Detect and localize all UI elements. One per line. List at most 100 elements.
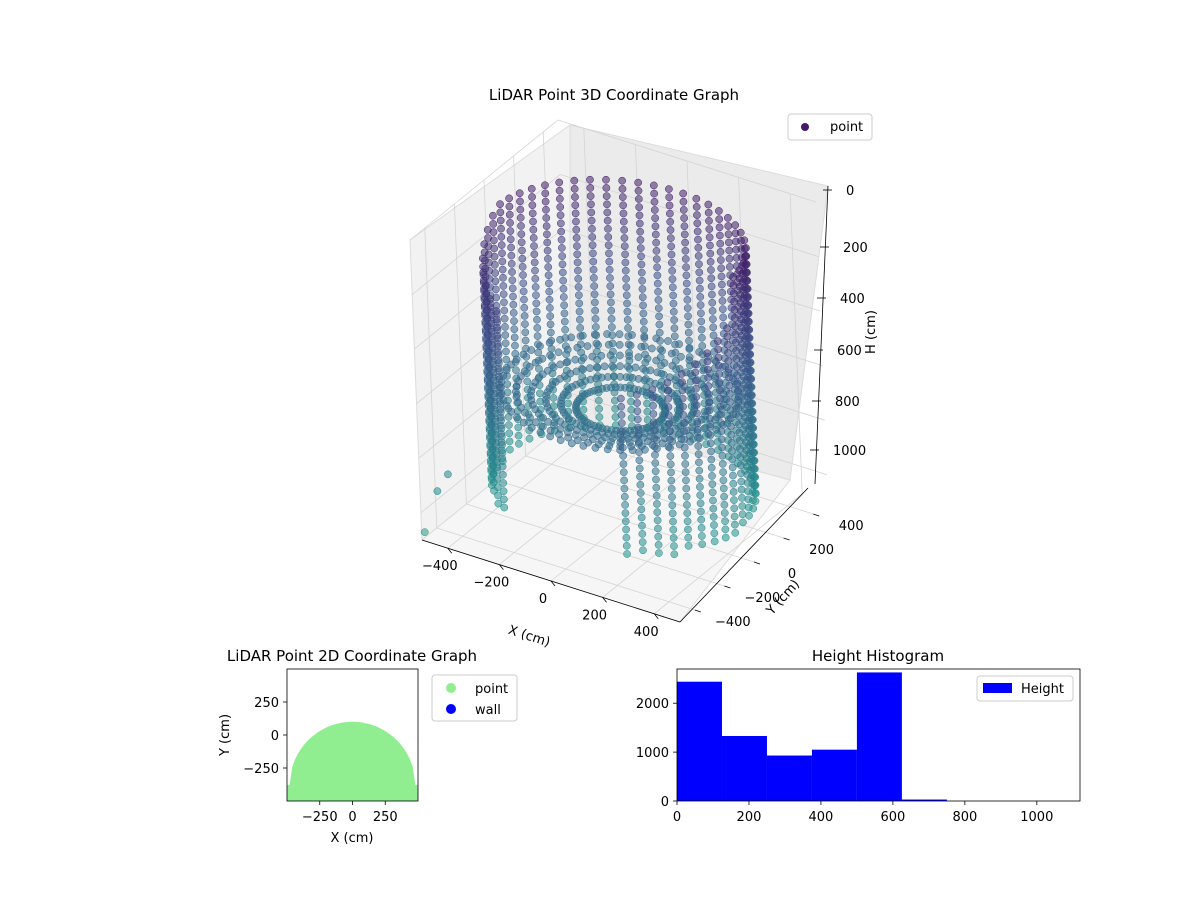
grid-line [409,119,559,241]
data-point [716,248,725,256]
grid-line [789,193,803,494]
data-point [600,362,609,371]
data-point [525,434,534,443]
data-point [654,287,662,296]
data-point [743,470,752,479]
data-point [716,239,725,248]
data-point [703,349,711,358]
x-tick-mark-3d [550,580,556,587]
x-tick-label-histogram: 0 [673,810,681,825]
data-point [694,450,703,459]
data-point [714,361,723,370]
data-point [658,346,666,355]
data-point [741,251,750,260]
data-point [525,362,534,371]
data-point [705,217,713,225]
data-point [637,268,646,277]
data-point [591,314,600,323]
data-point [670,550,679,559]
data-point [623,362,632,371]
data-point [487,319,496,328]
data-point [714,345,723,354]
data-point [696,491,705,499]
data-point [606,351,615,360]
grid-line [562,228,821,312]
data-point [618,193,627,201]
data-point [730,496,738,504]
data-point [634,423,642,432]
data-point [564,433,573,442]
y-tick-label-histogram: 0 [661,795,669,810]
data-point [709,496,717,505]
histogram-bar [901,799,947,801]
data-point [602,184,611,192]
data-point [530,258,539,267]
data-point [695,276,704,285]
data-point [715,386,724,395]
data-point [666,217,675,226]
data-point [543,230,551,239]
data-point [633,407,642,416]
data-point [692,194,701,203]
data-point [618,427,627,436]
data-point [734,412,743,420]
data-point [606,282,615,290]
data-point [639,317,648,326]
x-tick-label-histogram: 200 [737,810,762,825]
data-point [721,525,730,534]
data-point [732,346,740,355]
data-point [649,410,658,418]
data-point [738,348,747,356]
data-point [681,238,689,247]
data-point [653,263,661,272]
grid-line [564,283,823,367]
data-point [667,468,675,477]
z-axis-line-3d [814,185,829,485]
data-point [735,274,744,283]
data-point [595,413,604,421]
data-point [542,205,550,214]
data-point [717,280,726,289]
histogram-bar [677,681,722,801]
data-point [720,509,729,517]
data-point [710,537,719,546]
data-point [696,301,705,309]
y-tick-mark-3d [694,609,701,613]
legend-label-wall-2d: wall [475,703,501,718]
data-point [514,431,523,440]
data-point [557,227,566,236]
data-point [707,274,716,283]
data-point [718,288,727,297]
x-ticks-histogram: 0 200 400 600 800 1000 [673,801,1053,825]
data-point [489,385,498,393]
data-point [684,320,693,329]
data-point [682,484,691,493]
data-point [519,287,528,296]
z-axis-label-3d: H (cm) [864,310,879,354]
data-point [497,421,505,430]
data-point [498,462,507,471]
data-point [539,413,547,422]
data-point [484,234,492,242]
data-point [536,389,544,398]
data-point [729,289,738,298]
data-point [741,413,749,422]
data-point [725,254,734,263]
data-point [696,284,704,293]
data-point [660,359,669,367]
data-point [501,323,509,331]
data-point [704,373,712,382]
data-point [595,404,603,413]
data-point [680,435,689,444]
data-point [730,297,738,306]
data-point [514,423,523,432]
legend-swatch-height [983,683,1012,693]
data-point [506,227,515,235]
data-point [709,331,718,340]
data-point [607,298,615,307]
data-point [622,291,631,300]
data-point [730,504,739,513]
data-point [536,342,544,350]
data-point [653,271,662,280]
data-point [545,287,554,296]
